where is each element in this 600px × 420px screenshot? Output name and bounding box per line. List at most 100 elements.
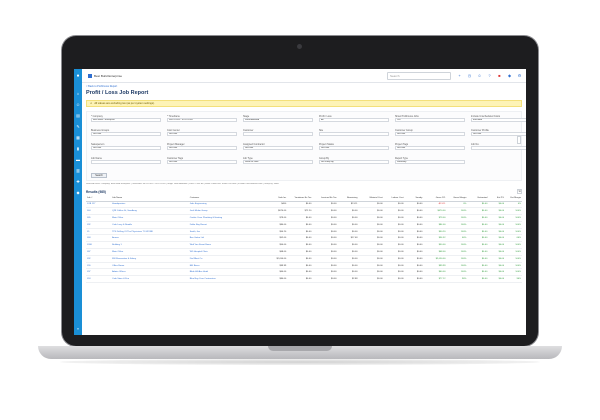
- filter-select[interactable]: No Filter: [91, 146, 161, 150]
- filter-select[interactable]: No Filter: [395, 132, 465, 136]
- tag-icon[interactable]: ◆: [76, 190, 80, 195]
- column-header[interactable]: Gross P/L: [423, 196, 447, 202]
- table-row[interactable]: J97 Admin Offices Bible Hill Ave Hotel $60.…: [86, 268, 522, 277]
- column-header[interactable]: Job #: [86, 196, 112, 202]
- table-cell[interactable]: Jack Mulan Group: [188, 207, 267, 216]
- table-cell[interactable]: Cookie Cove Plumbing & Heating: [188, 214, 267, 222]
- settings-icon[interactable]: ⚙: [517, 73, 522, 78]
- table-cell[interactable]: Building 1: [111, 241, 189, 250]
- table-cell[interactable]: J92: [86, 221, 112, 229]
- column-header[interactable]: Labour Cost: [383, 196, 405, 202]
- column-header[interactable]: Est Margin: [505, 196, 522, 202]
- table-cell[interactable]: Office Beam: [111, 262, 189, 270]
- column-header[interactable]: Gross Margin: [446, 196, 468, 202]
- report-icon[interactable]: ▥: [76, 168, 80, 173]
- app-logo-icon[interactable]: ●: [74, 69, 82, 83]
- table-cell[interactable]: TPS Drilling Of The Physicians TO WORK: [111, 228, 189, 236]
- filter-select[interactable]: Work Awarded: [243, 118, 313, 122]
- notification-icon[interactable]: ■: [498, 73, 501, 78]
- filter-select[interactable]: Best Build - Enterprise: [91, 118, 161, 122]
- table-row[interactable]: J92 FBI Renovation & Salary Dial Blast Co $…: [86, 255, 522, 263]
- help-icon[interactable]: ?: [488, 73, 491, 78]
- table-cell[interactable]: Headquarters: [111, 201, 189, 209]
- table-cell[interactable]: Aurora: [111, 234, 189, 243]
- filter-select[interactable]: [91, 160, 161, 164]
- table-row[interactable]: J308 Building 1 Walt Van Street Bears $50.0…: [86, 241, 522, 250]
- table-cell[interactable]: J65: [86, 214, 112, 222]
- filter-select[interactable]: Show all Jobs: [243, 160, 313, 164]
- table-row[interactable]: J65 Main Office Cookie Cove Plumbing & Hea…: [86, 214, 522, 222]
- people-icon[interactable]: ☺: [477, 73, 482, 78]
- table-cell[interactable]: Ben Guitar Ltd: [188, 234, 267, 243]
- column-header[interactable]: Job Name: [111, 196, 189, 202]
- table-cell[interactable]: Cafe Store & Fire: [111, 275, 189, 284]
- table-row[interactable]: JOB 117 Headquarters Jobs Engineering $400 $…: [86, 201, 522, 209]
- table-cell[interactable]: Dollar Bay Resort: [188, 221, 267, 229]
- column-header[interactable]: Sale Inc: [266, 196, 288, 202]
- filter-select[interactable]: No Filter: [395, 146, 465, 150]
- filter-select[interactable]: No Filter: [91, 132, 161, 136]
- filter-select[interactable]: All: [319, 118, 389, 122]
- truck-icon[interactable]: ▬: [76, 157, 80, 162]
- table-row[interactable]: J92 Cafe Larry & Noodle Dollar Bay Resort $…: [86, 221, 522, 229]
- collapse-icon[interactable]: »: [76, 326, 80, 331]
- calendar-icon[interactable]: ▦: [76, 135, 80, 140]
- table-cell[interactable]: FBI Renovation & Salary: [111, 255, 189, 263]
- column-header[interactable]: Variations Ex Tax: [287, 196, 313, 202]
- column-header[interactable]: Material Cost: [358, 196, 384, 202]
- table-cell[interactable]: J44: [86, 207, 112, 216]
- filter-select[interactable]: No Filter: [243, 146, 313, 150]
- column-header[interactable]: Invoiced Ex Tax: [312, 196, 338, 202]
- column-header[interactable]: Est P/L: [488, 196, 506, 202]
- filter-select[interactable]: Yes: [395, 118, 465, 122]
- table-cell[interactable]: J92: [86, 255, 112, 263]
- table-cell[interactable]: Blue Bay Care Contractors: [188, 275, 267, 284]
- filter-select[interactable]: No Filter: [167, 160, 237, 164]
- table-row[interactable]: J5 TPS Drilling Of The Physicians TO WORK…: [86, 228, 522, 236]
- table-cell[interactable]: Smith, Joe: [188, 228, 267, 236]
- add-icon[interactable]: +: [458, 73, 461, 78]
- pencil-icon[interactable]: ✎: [76, 124, 80, 129]
- table-cell[interactable]: Cafe Larry & Noodle: [111, 221, 189, 229]
- filter-select[interactable]: No Filter: [167, 132, 237, 136]
- clock-icon[interactable]: ◷: [467, 73, 472, 78]
- wrench-icon[interactable]: ✚: [76, 179, 80, 184]
- filter-scroll-handle[interactable]: [517, 136, 521, 144]
- table-cell[interactable]: J84: [86, 234, 112, 243]
- table-cell[interactable]: Bible Hill Ave Hotel: [188, 268, 267, 277]
- filter-select[interactable]: [471, 146, 526, 150]
- filter-select[interactable]: 08/12/2020 - 02/12/2020: [167, 118, 237, 122]
- table-cell[interactable]: J53: [86, 275, 112, 284]
- column-header[interactable]: Remaining: [337, 196, 359, 202]
- table-cell[interactable]: Dial Blast Co: [188, 255, 267, 263]
- table-cell[interactable]: J5: [86, 228, 112, 236]
- table-row[interactable]: J53 Cafe Store & Fire Blue Bay Care Contra…: [86, 275, 522, 284]
- company-switcher[interactable]: Best Build Enterprise: [88, 73, 122, 78]
- table-cell[interactable]: WD Hospital Clinic: [188, 248, 267, 256]
- filter-select[interactable]: Excluded: [471, 118, 526, 122]
- table-cell[interactable]: Walt Van Street Bears: [188, 241, 267, 250]
- filter-select[interactable]: No Filter: [167, 146, 237, 150]
- table-cell[interactable]: Main Office: [111, 248, 189, 256]
- home-icon[interactable]: ⌂: [76, 91, 80, 96]
- table-row[interactable]: J90 Office Beam EEI Beers $99.99 $0.00 $0.00 $…: [86, 262, 522, 270]
- document-icon[interactable]: ▤: [76, 113, 80, 118]
- table-cell[interactable]: Admin Offices: [111, 268, 189, 277]
- megaphone-icon[interactable]: ◆: [507, 73, 512, 78]
- table-cell[interactable]: JOB 117: [86, 201, 112, 209]
- column-header[interactable]: Estimated: [467, 196, 489, 202]
- table-cell[interactable]: Main Office: [111, 214, 189, 222]
- filter-select[interactable]: [319, 132, 389, 136]
- filter-select[interactable]: [243, 132, 313, 136]
- breadcrumb[interactable]: < Back to Profit/Loss Report: [86, 85, 118, 88]
- table-row[interactable]: J87 Main Office WD Hospital Clinic $68.00 $0…: [86, 248, 522, 256]
- table-cell[interactable]: J90: [86, 262, 112, 270]
- table-row[interactable]: J44 Q28 Collins St, Sandberg Jack Mulan Gr…: [86, 207, 522, 216]
- table-cell[interactable]: Jobs Engineering: [188, 201, 267, 209]
- filter-select[interactable]: Summary: [395, 160, 465, 164]
- filter-select[interactable]: No Group By: [319, 160, 389, 164]
- global-search-input[interactable]: Search: [387, 72, 451, 80]
- table-row[interactable]: J84 Aurora Ben Guitar Ltd $52.00 $0.00 $0.00 $…: [86, 234, 522, 243]
- table-cell[interactable]: J97: [86, 268, 112, 277]
- chart-icon[interactable]: ▮: [76, 146, 80, 151]
